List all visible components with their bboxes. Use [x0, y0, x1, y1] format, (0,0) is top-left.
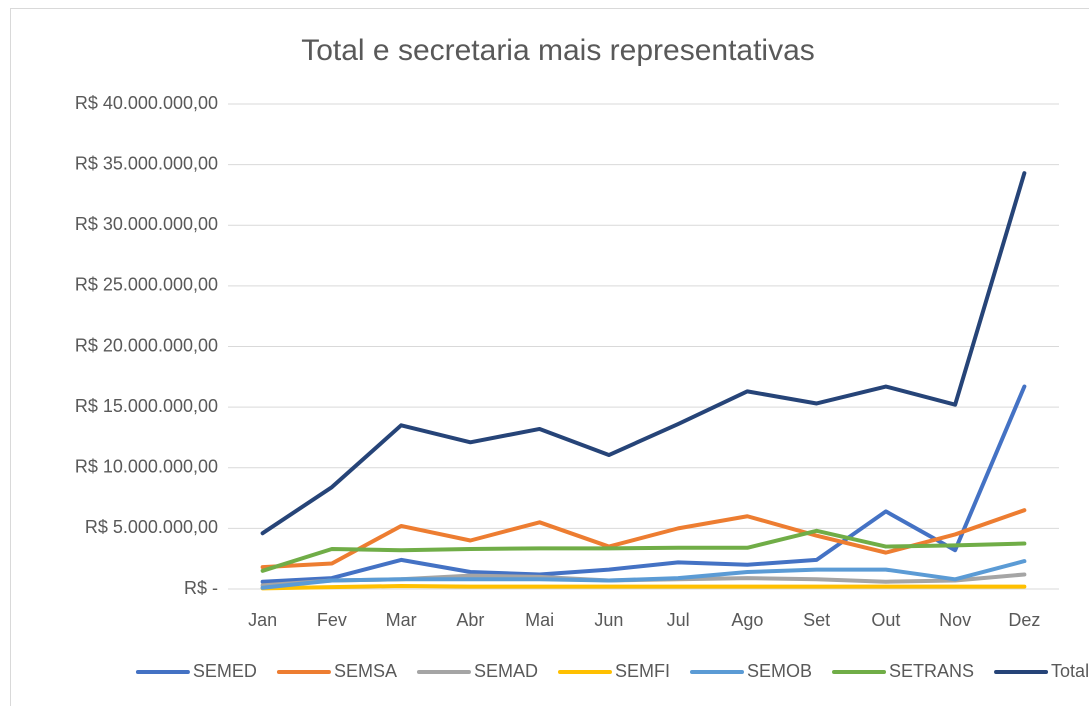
x-tick-label: Ago — [731, 610, 763, 630]
y-tick-label: R$ 10.000.000,00 — [75, 457, 218, 477]
series-line — [260, 559, 1027, 590]
x-tick-label: Fev — [317, 610, 347, 630]
legend-label: SEMAD — [474, 661, 538, 681]
y-tick-label: R$ 35.000.000,00 — [75, 153, 218, 173]
x-tick-label: Mai — [525, 610, 554, 630]
x-tick-label: Nov — [939, 610, 971, 630]
legend-label: SEMSA — [334, 661, 397, 681]
y-tick-label: R$ 15.000.000,00 — [75, 396, 218, 416]
series-line — [260, 171, 1027, 536]
series-line — [260, 583, 1027, 591]
x-tick-label: Jun — [594, 610, 623, 630]
legend-label: SEMOB — [747, 661, 812, 681]
series-line — [260, 528, 1027, 573]
series-line — [260, 508, 1027, 570]
y-tick-label: R$ 40.000.000,00 — [75, 93, 218, 113]
legend-label: Total — [1051, 661, 1089, 681]
chart-title: Total e secretaria mais representativas — [301, 34, 815, 67]
x-tick-label: Abr — [456, 610, 484, 630]
chart-border — [10, 8, 1089, 706]
y-tick-label: R$ 25.000.000,00 — [75, 275, 218, 295]
legend-label: SEMED — [193, 661, 257, 681]
legend-label: SEMFI — [615, 661, 670, 681]
y-tick-label: R$ - — [184, 578, 218, 598]
series-line — [260, 384, 1027, 584]
x-tick-label: Out — [871, 610, 900, 630]
y-tick-label: R$ 5.000.000,00 — [85, 517, 218, 537]
x-tick-label: Set — [803, 610, 830, 630]
legend-label: SETRANS — [889, 661, 974, 681]
x-tick-label: Mar — [386, 610, 417, 630]
y-tick-label: R$ 30.000.000,00 — [75, 214, 218, 234]
x-tick-label: Dez — [1008, 610, 1040, 630]
x-tick-label: Jan — [248, 610, 277, 630]
y-tick-label: R$ 20.000.000,00 — [75, 335, 218, 355]
x-tick-label: Jul — [667, 610, 690, 630]
